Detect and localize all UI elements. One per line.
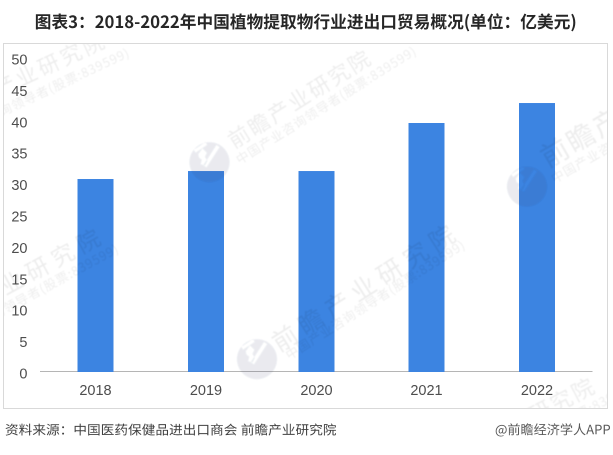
svg-text:10: 10	[11, 304, 27, 320]
svg-text:2021: 2021	[410, 383, 442, 399]
svg-text:45: 45	[11, 84, 27, 100]
svg-text:2022: 2022	[521, 383, 553, 399]
svg-text:40: 40	[11, 115, 27, 131]
svg-text:2018: 2018	[79, 383, 111, 399]
svg-text:35: 35	[11, 147, 27, 163]
svg-text:20: 20	[11, 241, 27, 257]
svg-text:2020: 2020	[300, 383, 332, 399]
svg-text:0: 0	[19, 367, 27, 383]
svg-text:30: 30	[11, 178, 27, 194]
svg-text:5: 5	[19, 335, 27, 351]
svg-text:2019: 2019	[190, 383, 222, 399]
svg-text:25: 25	[11, 210, 27, 226]
svg-text:50: 50	[11, 53, 27, 69]
